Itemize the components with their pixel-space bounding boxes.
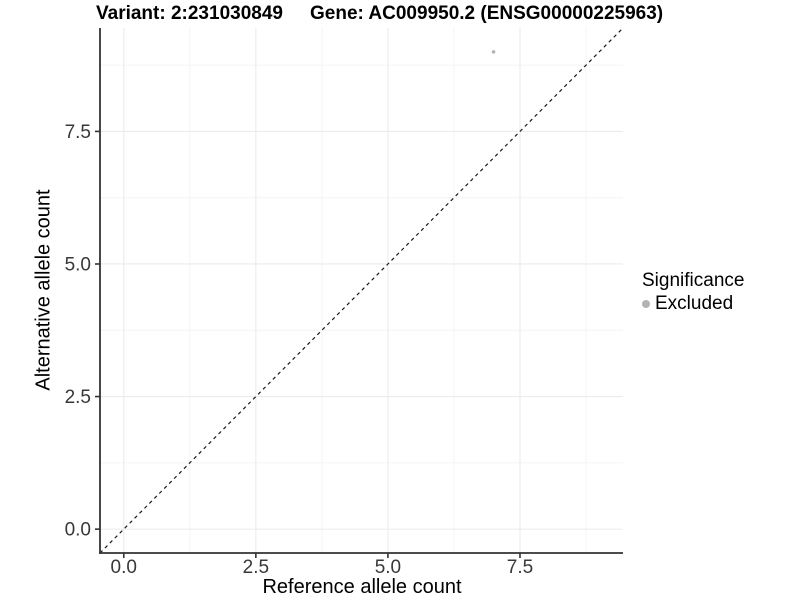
x-tick-label: 0.0 [111,557,137,578]
data-point [491,50,496,54]
x-tick-label: 2.5 [243,557,269,578]
y-tick-label: 2.5 [65,387,91,408]
x-axis-title: Reference allele count [262,576,462,598]
x-tick-label: 7.5 [507,557,533,578]
legend: Significance Excluded [642,269,744,315]
variant-title: Variant: 2:231030849 [96,3,283,24]
legend-item-excluded: Excluded [642,292,744,315]
y-axis-title: Alternative allele count [32,189,55,391]
y-tick-label: 7.5 [65,122,91,143]
legend-item-label: Excluded [655,293,734,314]
y-tick-label: 5.0 [65,254,91,275]
x-tick-label: 5.0 [375,557,401,578]
gene-title: Gene: AC009950.2 (ENSG00000225963) [310,3,664,24]
y-tick-label: 0.0 [65,520,91,541]
legend-point-icon [642,299,650,308]
identity-dashed-line [99,27,624,554]
legend-title: Significance [642,270,745,291]
